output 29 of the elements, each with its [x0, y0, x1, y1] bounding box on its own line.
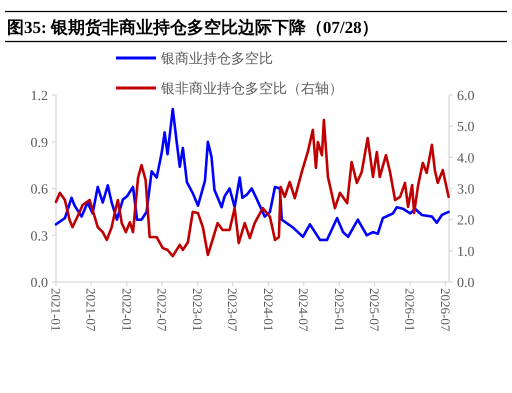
line-series [54, 118, 450, 258]
y2-tick-label: 6.0 [457, 89, 474, 104]
x-tick-label: 2025-07 [367, 288, 382, 332]
y2-tick-label: 1.0 [457, 244, 474, 260]
y2-tick-label: 4.0 [457, 151, 474, 166]
x-tick-label: 2023-07 [225, 288, 240, 332]
x-tick-label: 2023-01 [190, 288, 206, 332]
y2-tick-label: 5.0 [457, 120, 474, 136]
legend-label: 银非商业持仓多空比（右轴） [160, 81, 343, 97]
y-tick-label: 1.2 [30, 89, 48, 104]
chart-title: 图35: 银期货非商业持仓多空比边际下降（07/28） [7, 18, 379, 37]
x-tick-label: 2021-01 [48, 288, 64, 332]
y-tick-label: 0.6 [30, 182, 48, 198]
y2-tick-label: 3.0 [457, 182, 474, 198]
y-tick-label: 0.0 [30, 276, 48, 291]
line-series [54, 108, 450, 242]
x-tick-label: 2022-07 [154, 288, 170, 332]
legend-label: 银商业持仓多空比 [160, 51, 273, 67]
x-tick-label: 2024-01 [260, 288, 276, 332]
y2-tick-label: 2.0 [457, 214, 474, 229]
x-tick-label: 2021-07 [84, 288, 99, 332]
x-tick-label: 2022-01 [119, 288, 134, 332]
x-tick-label: 2026-07 [438, 288, 453, 332]
y2-tick-label: 0.0 [457, 276, 474, 291]
x-tick-label: 2024-07 [296, 288, 312, 332]
x-tick-label: 2025-01 [332, 288, 347, 332]
y-tick-label: 0.3 [30, 229, 48, 244]
x-tick-label: 2026-01 [402, 288, 418, 332]
y-tick-label: 0.9 [30, 136, 48, 151]
